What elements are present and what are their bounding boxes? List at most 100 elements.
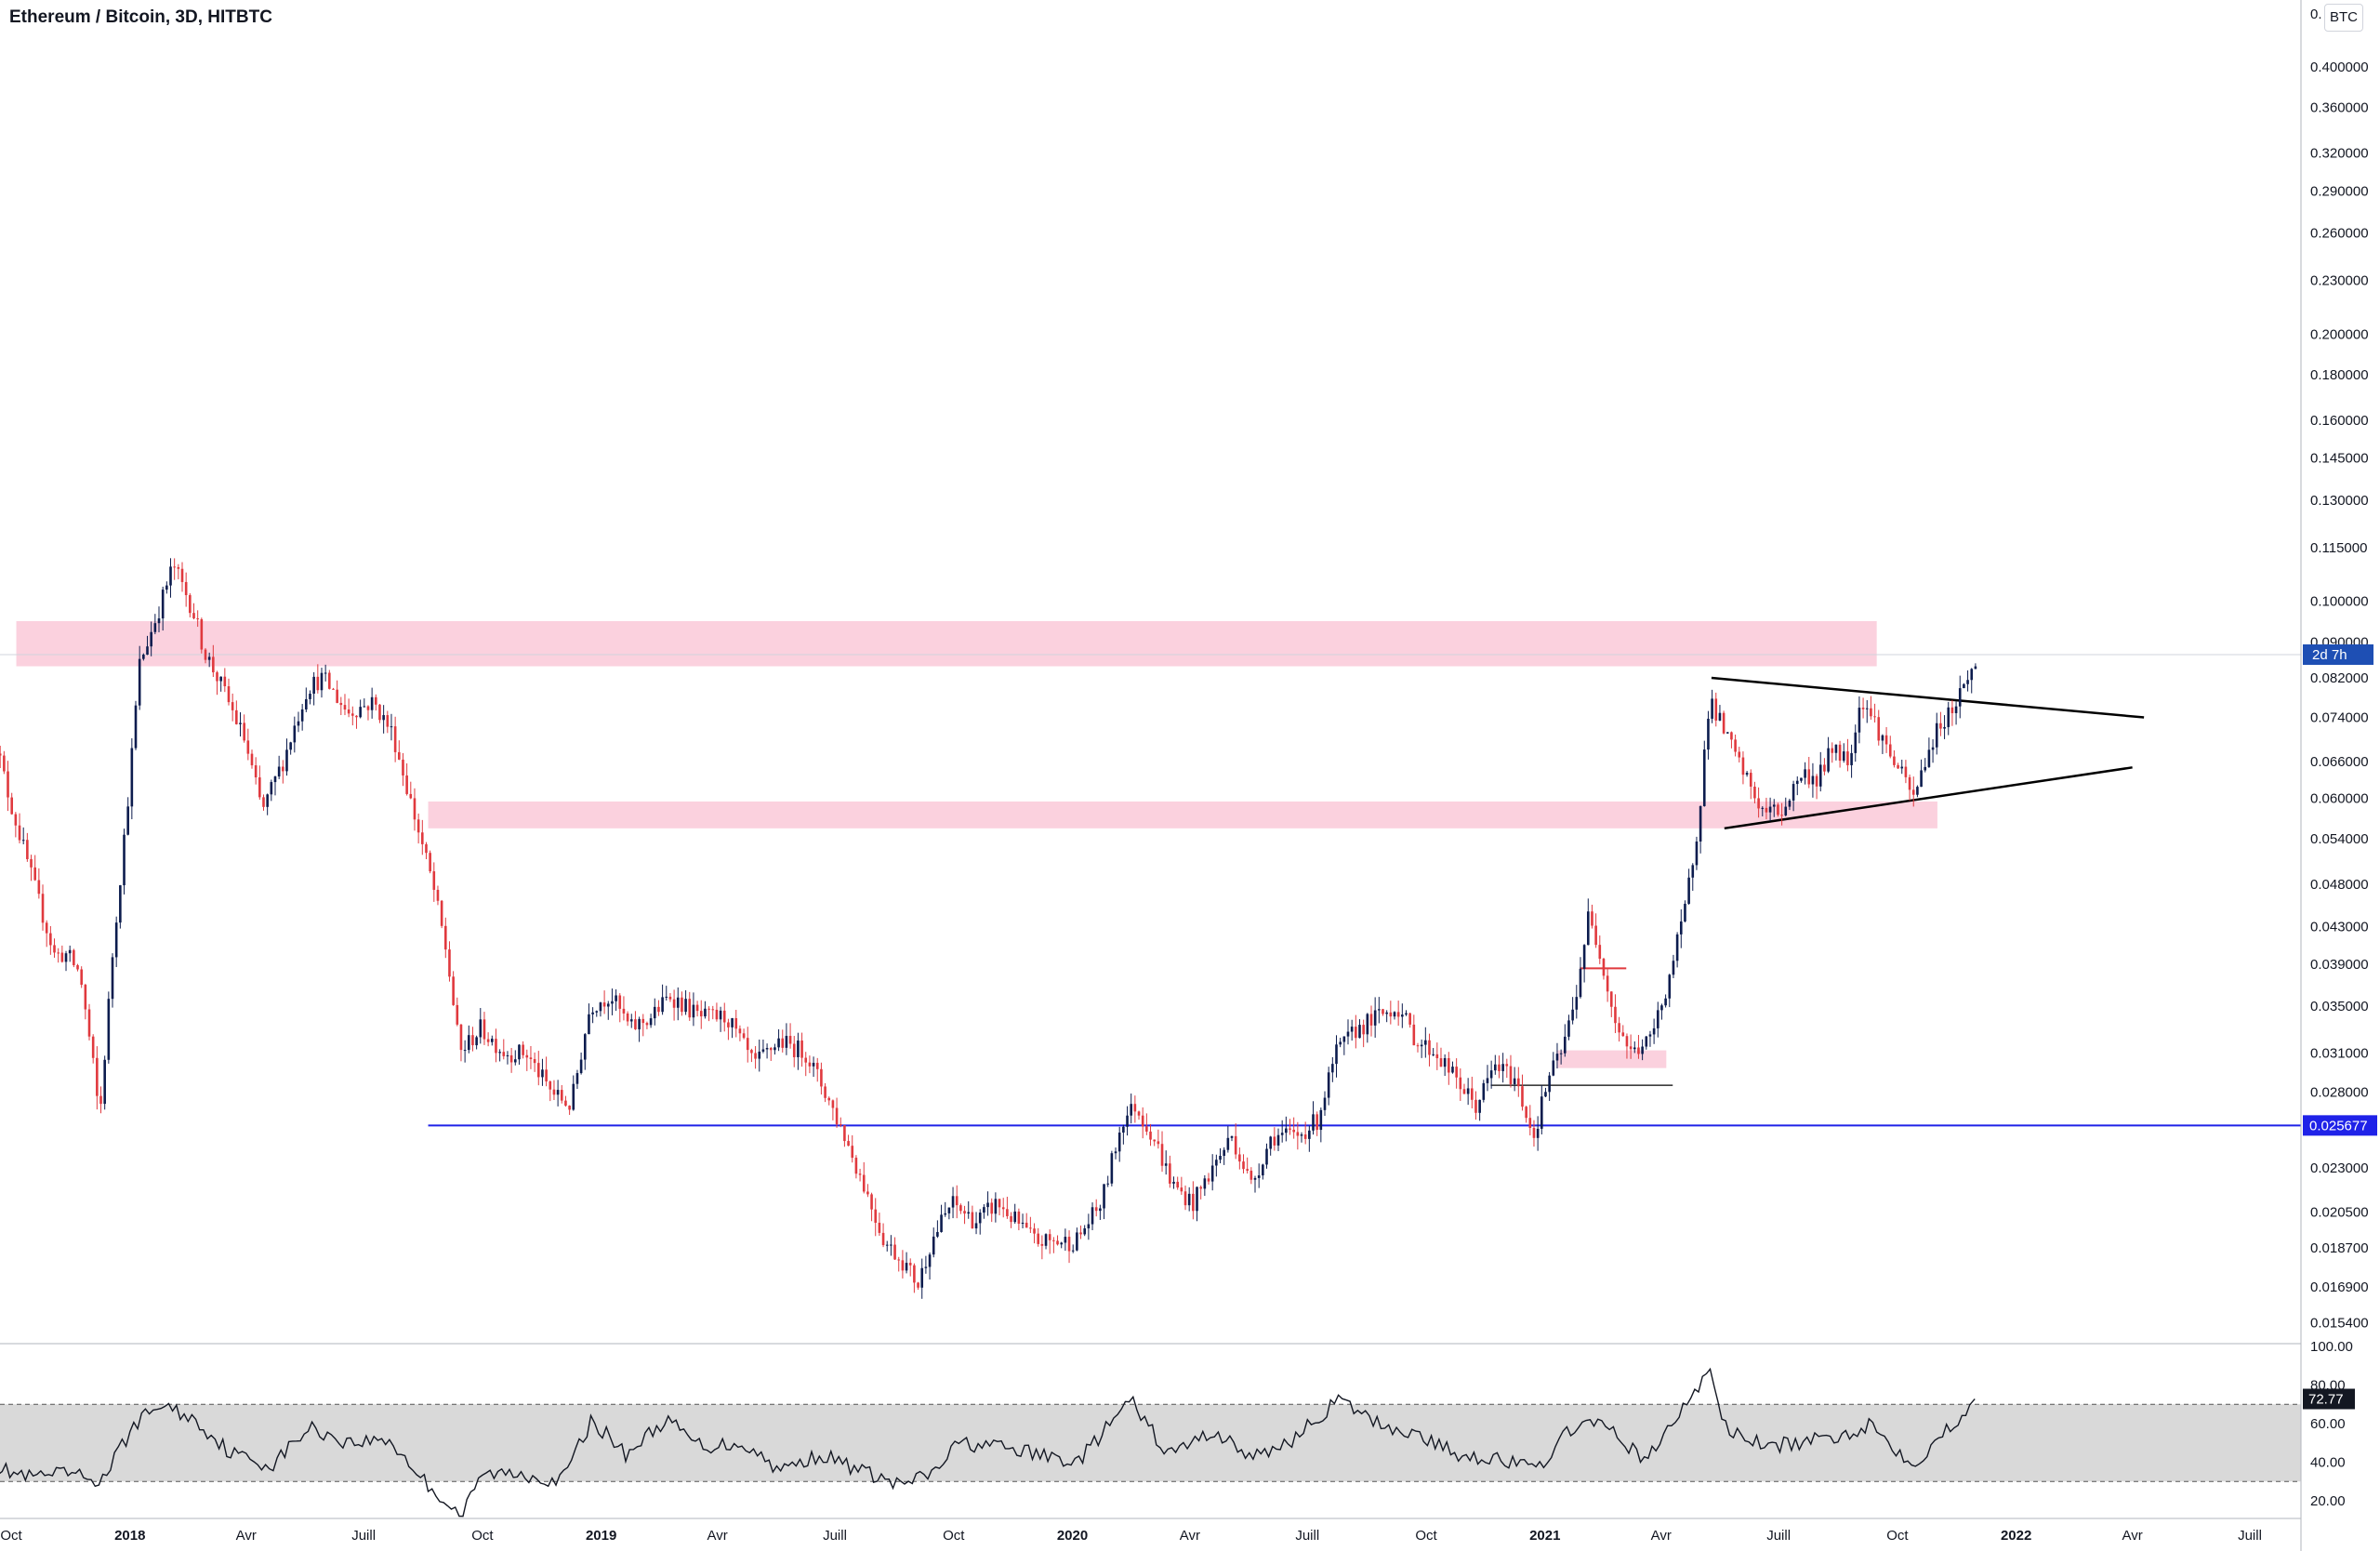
candle-body xyxy=(1416,1045,1420,1047)
countdown-label: 2d 7h xyxy=(2312,647,2347,663)
candle xyxy=(177,563,180,580)
candle xyxy=(676,987,680,1021)
candle xyxy=(1044,1233,1048,1250)
candle xyxy=(1963,683,1965,689)
candle xyxy=(114,916,118,968)
candle xyxy=(1196,1186,1198,1222)
candle-body xyxy=(1474,1099,1477,1113)
candle-body xyxy=(7,771,9,798)
candle-body xyxy=(881,1232,885,1246)
time-tick-label: Juill xyxy=(2238,1528,2262,1544)
price-tick-label: 0.060000 xyxy=(2310,790,2369,806)
candle xyxy=(1006,1197,1009,1219)
candle xyxy=(1432,1048,1435,1056)
candle-body xyxy=(1579,968,1582,998)
candle-body xyxy=(1679,921,1683,935)
candle xyxy=(336,680,338,704)
candle xyxy=(638,1016,641,1042)
price-tick-label: 0.043000 xyxy=(2310,920,2369,935)
candle-body xyxy=(1795,780,1799,785)
price-tick-label: 0.200000 xyxy=(2310,326,2369,342)
candle-body xyxy=(1382,1009,1384,1014)
candle-body xyxy=(854,1158,858,1174)
candle-body xyxy=(277,766,281,777)
candle xyxy=(216,670,218,696)
candle xyxy=(1373,997,1377,1038)
candle-body xyxy=(1230,1135,1234,1138)
currency-button[interactable]: BTC xyxy=(2324,4,2363,32)
candle-body xyxy=(1695,842,1699,866)
candle xyxy=(1699,805,1702,854)
candle-body xyxy=(351,713,354,716)
candle-body xyxy=(30,858,33,868)
candle xyxy=(273,776,277,796)
candle-body xyxy=(536,1063,540,1078)
candle xyxy=(839,1117,842,1128)
candle xyxy=(1412,1014,1416,1046)
candle-body xyxy=(375,696,377,705)
candle xyxy=(1448,1052,1450,1085)
price-tick-label: 0.400000 xyxy=(2310,60,2369,75)
candle xyxy=(588,1003,590,1035)
candle-body xyxy=(1842,751,1845,762)
candle-body xyxy=(436,889,440,901)
candle-body xyxy=(235,709,238,724)
candle xyxy=(189,593,192,617)
candle-body xyxy=(971,1212,974,1229)
candle xyxy=(103,1055,106,1110)
candle xyxy=(885,1240,889,1252)
candle-body xyxy=(1881,735,1884,741)
candle xyxy=(924,1255,928,1274)
candle xyxy=(1489,1060,1493,1089)
candle-body xyxy=(1947,707,1950,727)
candle xyxy=(1021,1213,1025,1229)
candle-body xyxy=(564,1100,567,1107)
candle xyxy=(618,993,622,1023)
candle xyxy=(1223,1147,1225,1165)
candle-body xyxy=(734,1017,738,1029)
candle-body xyxy=(355,715,358,718)
candle xyxy=(1160,1131,1164,1173)
candle xyxy=(297,711,300,733)
zones-layer xyxy=(16,620,1937,1068)
candle-body xyxy=(1575,997,1579,1010)
candle-body xyxy=(1598,945,1602,960)
candle-body xyxy=(1548,1075,1551,1093)
candle xyxy=(986,1191,989,1216)
candle-body xyxy=(1726,732,1729,734)
candle-body xyxy=(688,999,692,1018)
candle-body xyxy=(1858,708,1861,733)
candle-body xyxy=(1544,1092,1547,1097)
candle-body xyxy=(1459,1077,1462,1090)
candle xyxy=(812,1056,815,1078)
candle xyxy=(1439,1047,1443,1067)
candle xyxy=(1269,1135,1272,1156)
candle-body xyxy=(1099,1208,1102,1212)
candle-body xyxy=(1834,744,1838,753)
candle xyxy=(196,610,199,628)
candle-body xyxy=(1594,925,1597,946)
candle xyxy=(1382,1008,1384,1016)
candle-body xyxy=(1645,1036,1648,1047)
candle-body xyxy=(1648,1034,1652,1037)
candle-body xyxy=(382,715,385,721)
candle-body xyxy=(1854,732,1858,753)
candle xyxy=(905,1252,908,1274)
candle-body xyxy=(692,1004,695,1018)
candle-body xyxy=(1432,1054,1435,1055)
candle xyxy=(1091,1202,1094,1230)
candle-body xyxy=(1187,1193,1191,1206)
candle-body xyxy=(940,1214,943,1232)
candle xyxy=(788,1023,792,1049)
candle-body xyxy=(572,1083,575,1110)
candle-body xyxy=(416,819,420,833)
candle-body xyxy=(1911,789,1915,795)
candle xyxy=(1722,710,1726,735)
candle-body xyxy=(513,1059,517,1063)
candle xyxy=(1970,668,1974,694)
candle xyxy=(1544,1087,1547,1097)
candle-body xyxy=(161,590,165,619)
candle-body xyxy=(1087,1224,1091,1229)
candle-body xyxy=(184,581,188,596)
